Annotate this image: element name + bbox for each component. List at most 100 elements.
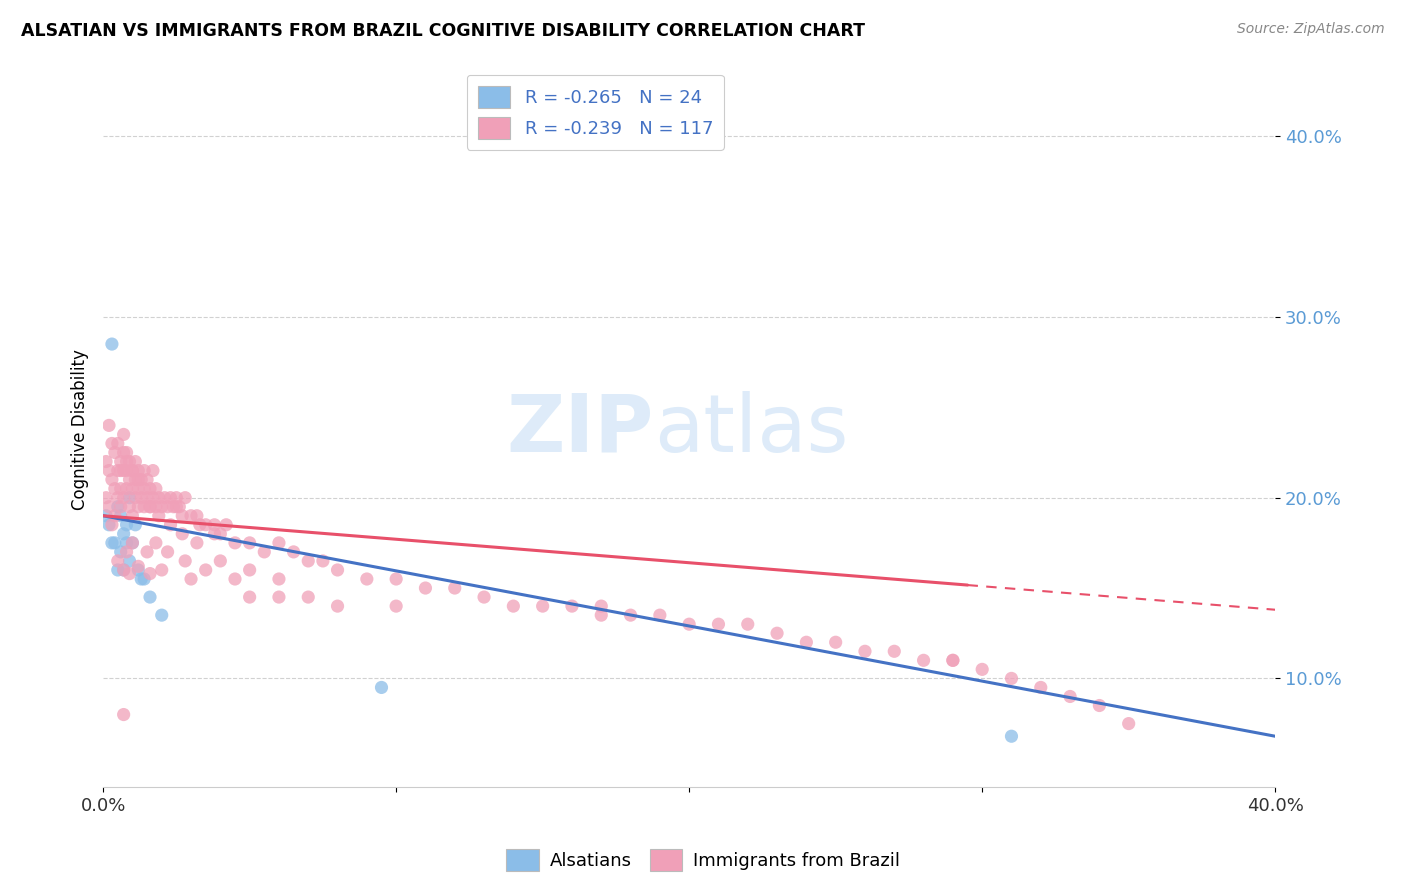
Point [136,473,159,487]
Point [165,500,187,514]
Point [112,491,135,505]
Point [415,581,437,595]
Point [118,491,141,505]
Point [107,500,129,514]
Point [942,653,965,667]
Point [1088,698,1111,713]
Point [129,473,152,487]
Point [502,599,524,614]
Point [162,500,184,514]
Legend: Alsatians, Immigrants from Brazil: Alsatians, Immigrants from Brazil [499,842,907,879]
Point [112,563,135,577]
Point [104,508,127,523]
Point [129,491,152,505]
Point [134,500,156,514]
Point [591,599,613,614]
Point [297,554,319,568]
Point [239,590,262,604]
Point [224,536,246,550]
Point [443,581,465,595]
Point [107,491,129,505]
Point [648,608,671,623]
Point [267,572,290,586]
Point [204,526,226,541]
Point [112,526,135,541]
Text: atlas: atlas [654,391,848,469]
Text: Source: ZipAtlas.com: Source: ZipAtlas.com [1237,22,1385,37]
Point [385,572,408,586]
Point [370,681,392,695]
Point [186,508,208,523]
Point [165,491,187,505]
Point [112,427,135,442]
Legend: R = -0.265   N = 24, R = -0.239   N = 117: R = -0.265 N = 24, R = -0.239 N = 117 [467,75,724,150]
Point [139,482,162,496]
Point [121,536,143,550]
Point [107,436,129,450]
Point [619,608,641,623]
Point [385,599,408,614]
Point [209,526,232,541]
Point [121,482,143,496]
Point [94,508,117,523]
Point [1059,690,1081,704]
Point [124,491,146,505]
Point [188,517,211,532]
Point [112,445,135,459]
Point [139,590,162,604]
Point [98,500,121,514]
Point [115,536,138,550]
Point [115,545,138,559]
Point [824,635,846,649]
Point [121,464,143,478]
Point [180,508,202,523]
Point [326,599,349,614]
Point [118,473,141,487]
Point [118,566,141,581]
Point [101,473,124,487]
Point [127,464,149,478]
Point [118,500,141,514]
Point [142,491,165,505]
Point [124,454,146,468]
Point [101,337,124,351]
Point [472,590,495,604]
Point [267,590,290,604]
Point [118,554,141,568]
Point [129,572,152,586]
Point [156,545,179,559]
Point [118,454,141,468]
Point [121,464,143,478]
Point [107,563,129,577]
Point [104,482,127,496]
Point [169,500,191,514]
Point [150,563,173,577]
Point [98,517,121,532]
Point [145,482,167,496]
Point [112,707,135,722]
Point [136,545,159,559]
Point [98,418,121,433]
Point [115,517,138,532]
Point [209,554,232,568]
Point [204,517,226,532]
Point [172,508,194,523]
Point [107,464,129,478]
Point [1000,672,1022,686]
Point [224,572,246,586]
Point [134,464,156,478]
Point [215,517,238,532]
Point [194,517,217,532]
Point [101,517,124,532]
Point [156,500,179,514]
Point [1118,716,1140,731]
Point [139,566,162,581]
Point [112,464,135,478]
Point [124,473,146,487]
Point [139,500,162,514]
Point [172,526,194,541]
Point [194,563,217,577]
Point [737,617,759,632]
Point [142,464,165,478]
Point [124,517,146,532]
